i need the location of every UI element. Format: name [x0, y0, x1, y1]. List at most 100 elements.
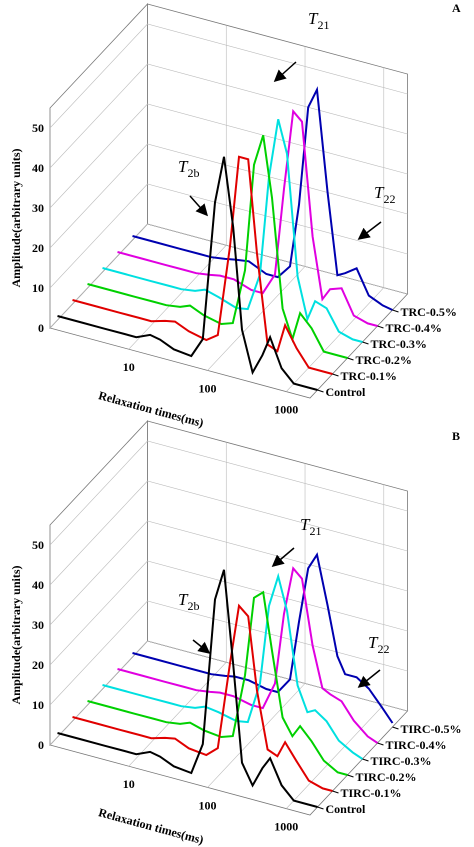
x-tick-label: 100 [199, 381, 217, 395]
legend-leader [362, 758, 369, 762]
grid-line [49, 143, 408, 249]
x-tick-label: 100 [199, 798, 217, 812]
series-label: TIRC-0.5% [401, 722, 462, 736]
series-label: TRC-0.2% [356, 353, 412, 367]
annotation-text: T [300, 515, 311, 534]
series-line [57, 569, 318, 808]
series-label: Control [326, 802, 366, 816]
grid-line [49, 440, 408, 546]
y-tick-label: 10 [32, 281, 44, 295]
series-label: TRC-0.1% [341, 369, 397, 383]
y-tick-label: 50 [32, 121, 44, 135]
grid-line [128, 442, 227, 767]
x-axis-title: Relaxation times(ms) [97, 805, 205, 847]
series-line [132, 552, 394, 724]
annotation: T2b [178, 157, 199, 180]
annotation-sub: 2b [187, 599, 199, 613]
annotation-sub: 2b [187, 166, 199, 180]
series-label: TIRC-0.1% [341, 786, 402, 800]
annotation-arrow [357, 221, 382, 240]
y-tick-label: 40 [32, 161, 44, 175]
annotation: T21 [300, 515, 321, 538]
annotation-text: T [178, 590, 189, 609]
annotation: T22 [374, 183, 395, 206]
series-label: TIRC-0.4% [386, 738, 447, 752]
legend-leader [347, 774, 354, 778]
grid-line [49, 560, 408, 666]
panel: 0 10 20 30 40 50 10 100 1000 TIRC-0.5% TIRC-0.4% TI… [9, 419, 462, 847]
series-label: TIRC-0.3% [371, 754, 432, 768]
annotation-sub: 21 [309, 524, 321, 538]
y-tick-label: 20 [32, 658, 44, 672]
y-tick-label: 40 [32, 578, 44, 592]
series-label: TRC-0.4% [386, 321, 442, 335]
series-line [132, 86, 393, 311]
series-line [117, 566, 379, 744]
annotation-sub: 22 [377, 642, 389, 656]
y-axis-title: Amplitude(arbitrary units) [9, 566, 23, 705]
annotation-text: T [374, 183, 385, 202]
legend-leader [392, 726, 399, 730]
grid-line [286, 484, 385, 809]
annotation: T2b [178, 590, 199, 613]
grid-line [49, 103, 408, 209]
series-line [102, 572, 364, 760]
grid-line [207, 46, 306, 371]
y-tick-label: 10 [32, 698, 44, 712]
grid-line [49, 23, 408, 129]
legend-leader [377, 325, 384, 329]
annotation: T22 [368, 633, 389, 656]
grid-line [49, 223, 408, 329]
series-line [87, 590, 348, 776]
y-tick-label: 30 [32, 201, 44, 215]
grid-line [286, 67, 385, 392]
annotation-arrow [357, 669, 381, 688]
y-tick-label: 20 [32, 241, 44, 255]
panel: 0 10 20 30 40 50 10 100 1000 TRC-0.5% TRC-0.4% TRC-… [9, 1, 461, 430]
panel-label: B [452, 429, 460, 443]
series-label: TRC-0.3% [371, 337, 427, 351]
grid-line [49, 183, 408, 289]
y-tick-label: 50 [32, 538, 44, 552]
annotation-arrow [271, 547, 295, 567]
series-line [72, 603, 333, 792]
series-line [72, 155, 333, 375]
annotation: T21 [308, 9, 329, 32]
annotation-text: T [178, 157, 189, 176]
grid-line [49, 63, 408, 169]
grid-line [49, 520, 408, 626]
series-label: TIRC-0.2% [356, 770, 417, 784]
legend-leader [362, 341, 369, 345]
series-line [57, 156, 318, 391]
series-line [117, 108, 378, 327]
y-tick-label: 0 [38, 321, 44, 335]
y-tick-label: 0 [38, 738, 44, 752]
legend-leader [377, 742, 384, 746]
annotation-sub: 21 [317, 18, 329, 32]
annotation-arrow [192, 639, 211, 654]
series-label: TRC-0.5% [401, 305, 457, 319]
series-line [87, 135, 348, 359]
annotation-arrow [189, 195, 208, 217]
x-tick-label: 1000 [274, 820, 298, 834]
legend-leader [347, 357, 354, 361]
legend-leader [332, 790, 339, 794]
annotation-arrow [273, 61, 297, 83]
annotation-sub: 22 [383, 192, 395, 206]
grid-line [49, 640, 408, 746]
grid-line [128, 25, 227, 350]
grid-line [49, 480, 408, 586]
panel-label: A [452, 1, 461, 15]
y-axis-title: Amplitude(arbitrary units) [9, 149, 23, 288]
y-tick-label: 30 [32, 618, 44, 632]
legend-leader [317, 389, 324, 393]
grid-line [207, 463, 306, 788]
legend-leader [332, 373, 339, 377]
series-label: Control [326, 385, 366, 399]
annotation-text: T [308, 9, 319, 28]
x-tick-label: 1000 [274, 403, 298, 417]
annotation-text: T [368, 633, 379, 652]
x-tick-label: 10 [123, 360, 135, 374]
legend-leader [392, 309, 399, 313]
